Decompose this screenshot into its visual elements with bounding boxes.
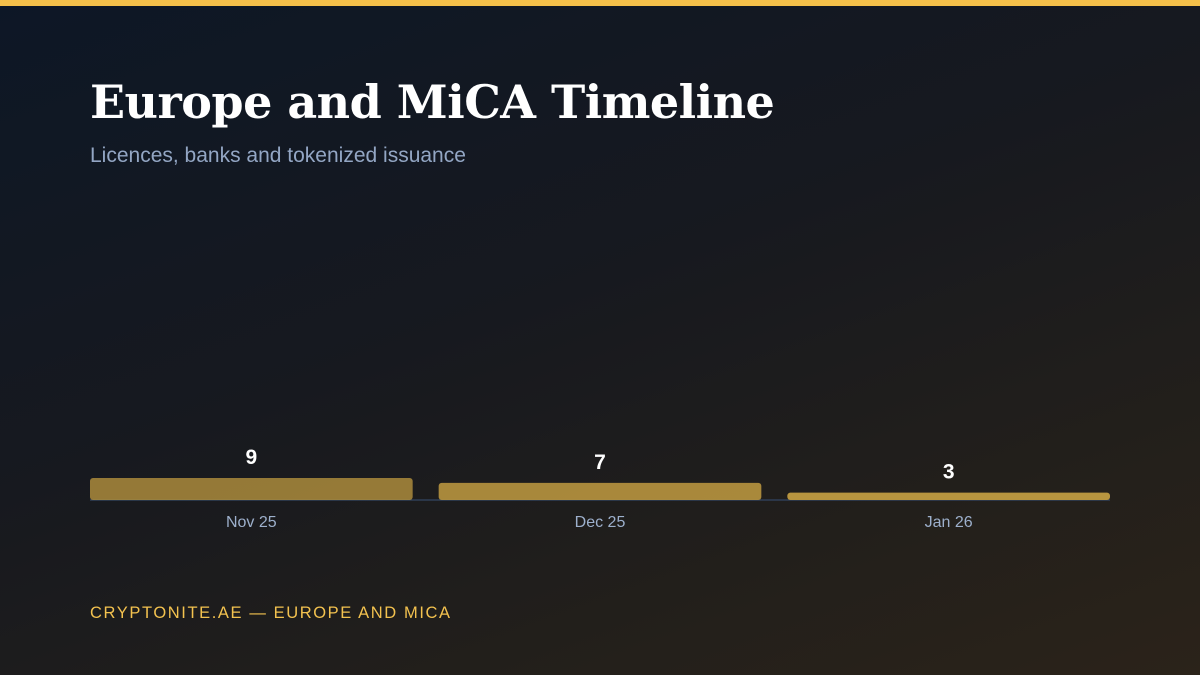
bar-dec-25 <box>438 482 762 500</box>
accent-top-bar <box>0 0 1200 6</box>
footer-credit: CRYPTONITE.AE — EUROPE AND MICA <box>90 604 452 622</box>
data-label: 9 <box>245 446 257 469</box>
bar-jan-26 <box>787 492 1110 500</box>
bar-nov-25 <box>90 478 413 500</box>
chart-title: Europe and MiCA Timeline <box>90 75 775 129</box>
chart-subtitle: Licences, banks and tokenized issuance <box>90 144 466 167</box>
category-labels-group: Nov 25 Dec 25 Jan 26 <box>226 514 973 531</box>
bars-group <box>90 478 1110 500</box>
x-tick-label: Dec 25 <box>575 514 626 531</box>
x-tick-label: Jan 26 <box>925 514 973 531</box>
data-label: 7 <box>594 451 606 474</box>
value-labels-group: 9 7 3 <box>245 446 954 484</box>
x-tick-label: Nov 25 <box>226 514 277 531</box>
data-label: 3 <box>943 461 955 484</box>
